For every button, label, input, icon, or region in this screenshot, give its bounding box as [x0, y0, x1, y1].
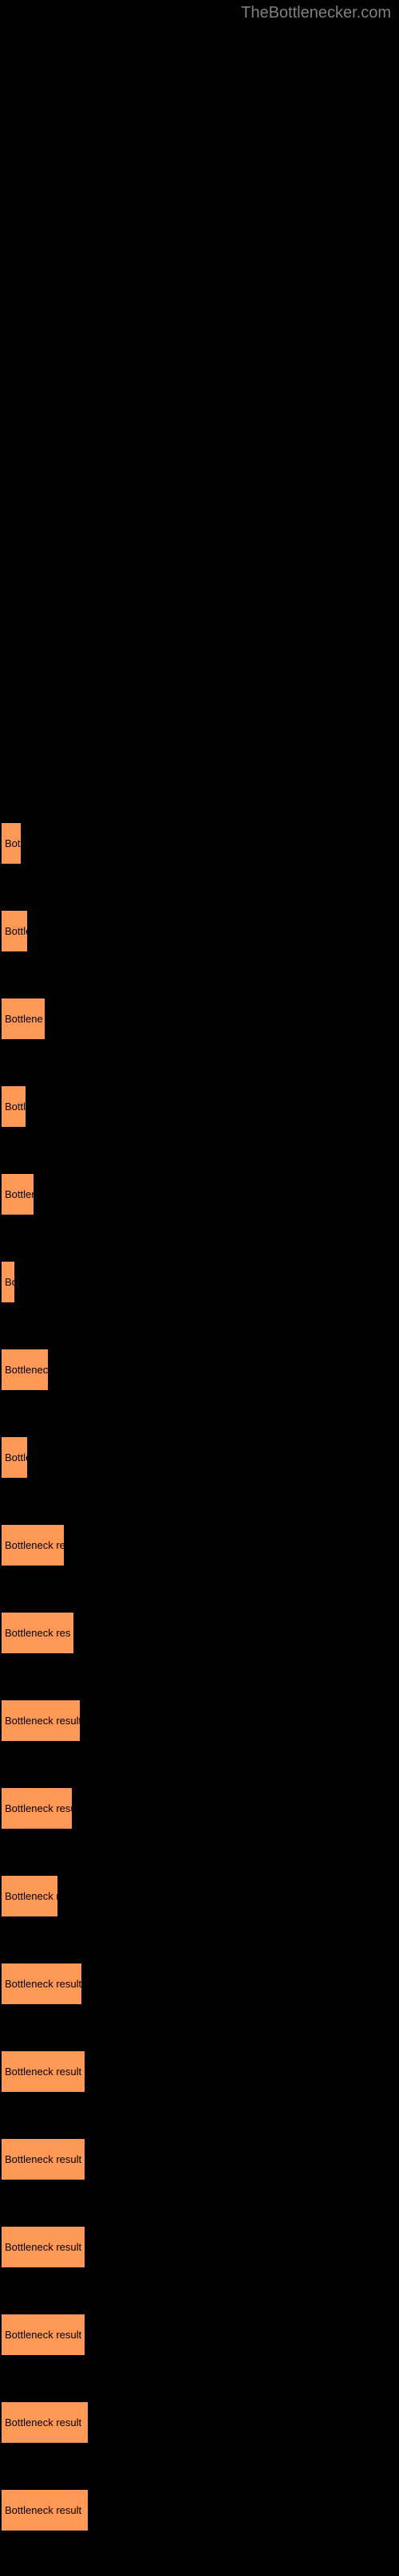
- bar-label: Bottlenec: [5, 1364, 48, 1376]
- bar-row: Bottlene: [0, 997, 399, 1041]
- chart-container: Bot Bottle Bottlene Bottle Bottlen Bo Bottlene…: [0, 821, 399, 2576]
- bar-label: Bottlen: [5, 1188, 35, 1200]
- bottleneck-bar: Bo: [0, 1260, 16, 1304]
- bottleneck-bar: Bottleneck result: [0, 2050, 86, 2093]
- bar-label: Bottleneck result: [5, 2329, 81, 2341]
- bar-label: Bottleneck result: [5, 2416, 81, 2428]
- bar-row: Bottleneck result: [0, 2137, 399, 2181]
- bottleneck-bar: Bottleneck re: [0, 1523, 65, 1567]
- bar-label: Bottleneck result: [5, 2241, 81, 2253]
- bar-label: Bottlene: [5, 1013, 43, 1025]
- bottleneck-bar: Bot: [0, 821, 22, 865]
- bar-label: Bottle: [5, 1101, 27, 1113]
- bar-label: Bottleneck re: [5, 1539, 65, 1551]
- bar-row: Bottleneck result: [0, 1699, 399, 1743]
- bar-row: Bot: [0, 821, 399, 865]
- bar-row: Bottleneck result: [0, 2488, 399, 2532]
- bar-row: Bottleneck result: [0, 2401, 399, 2444]
- bar-label: Bottleneck result: [5, 2504, 81, 2516]
- bottleneck-bar: Bottle: [0, 909, 29, 953]
- bar-row: Bottleneck result: [0, 2313, 399, 2357]
- bar-label: Bottleneck result: [5, 1978, 81, 1990]
- bar-label: Bottleneck resu: [5, 1802, 73, 1814]
- bar-row: Bottleneck r: [0, 1874, 399, 1918]
- bar-label: Bottleneck res: [5, 1627, 70, 1639]
- bar-label: Bottleneck result: [5, 1715, 81, 1727]
- bottleneck-bar: Bottlen: [0, 1172, 35, 1216]
- bar-row: Bottlenec: [0, 1348, 399, 1392]
- bottleneck-bar: Bottle: [0, 1085, 27, 1128]
- bottleneck-bar: Bottleneck result: [0, 2488, 89, 2532]
- bar-row: Bottleneck result: [0, 2225, 399, 2269]
- bar-row: Bo: [0, 1260, 399, 1304]
- bottleneck-bar: Bottlenec: [0, 1348, 49, 1392]
- bar-label: Bottleneck r: [5, 1890, 59, 1902]
- bottleneck-bar: Bottleneck result: [0, 2225, 86, 2269]
- bottleneck-bar: Bottleneck result: [0, 1962, 83, 2006]
- bottleneck-bar: Bottleneck result: [0, 2313, 86, 2357]
- bar-label: Bottle: [5, 1451, 29, 1463]
- bottleneck-bar: Bottleneck result: [0, 2137, 86, 2181]
- bar-row: Bottleneck res: [0, 1611, 399, 1655]
- bar-row: Bottle: [0, 1085, 399, 1128]
- bottleneck-bar: Bottleneck r: [0, 1874, 59, 1918]
- bar-row: Bottleneck re: [0, 1523, 399, 1567]
- bottleneck-bar: Bottle: [0, 1436, 29, 1479]
- bar-label: Bo: [5, 1276, 16, 1288]
- bar-row: Bottle: [0, 1436, 399, 1479]
- bar-row: Bottleneck result: [0, 1962, 399, 2006]
- bottleneck-bar: Bottleneck result: [0, 1699, 81, 1743]
- bar-label: Bot: [5, 837, 21, 849]
- bar-row: Bottleneck result: [0, 2050, 399, 2093]
- bottleneck-bar: Bottleneck res: [0, 1611, 75, 1655]
- bar-row: Bottlen: [0, 1172, 399, 1216]
- bar-label: Bottle: [5, 925, 29, 937]
- bottleneck-bar: Bottleneck result: [0, 2401, 89, 2444]
- bar-label: Bottleneck result: [5, 2066, 81, 2078]
- bottleneck-bar: Bottleneck resu: [0, 1786, 73, 1830]
- bar-row: Bottle: [0, 909, 399, 953]
- bar-label: Bottleneck result: [5, 2153, 81, 2165]
- site-header: TheBottlenecker.com: [241, 4, 391, 22]
- bar-row: Bottleneck resu: [0, 1786, 399, 1830]
- bottleneck-bar: Bottlene: [0, 997, 46, 1041]
